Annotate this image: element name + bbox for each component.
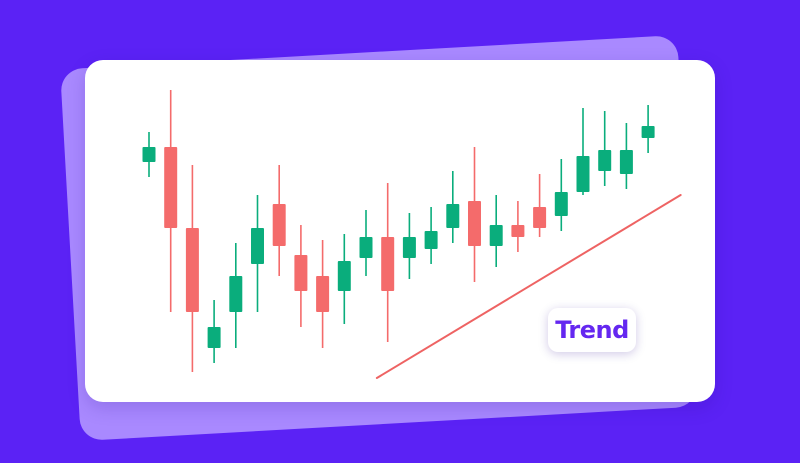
trend-line [375,194,682,379]
candle-body-down [468,201,481,246]
candle-body-up [424,231,438,249]
candle-body-up [641,126,655,138]
candle-body-up [489,225,503,246]
candle-body-up [359,237,373,258]
candle-body-down [294,255,308,291]
candle-body-up [402,237,416,258]
candle-body-down [164,147,178,228]
candle-body-up [229,276,243,312]
candle-body-up [554,192,568,216]
candle-body-up [142,147,156,162]
candle-body-up [576,156,590,192]
candle-body-down [272,204,286,246]
candle-body-up [207,327,221,348]
candle-body-up [251,228,264,264]
candle-body-down [511,225,525,237]
candle-body-up [446,204,460,228]
candle-body-down [185,228,199,312]
candle-body-down [381,237,395,291]
candle-body-down [316,276,330,312]
candle-body-up [598,150,612,171]
candle-body-down [533,207,547,228]
candle-body-up [337,261,351,291]
trend-label: Trend [548,308,636,352]
candle-body-up [619,150,633,174]
